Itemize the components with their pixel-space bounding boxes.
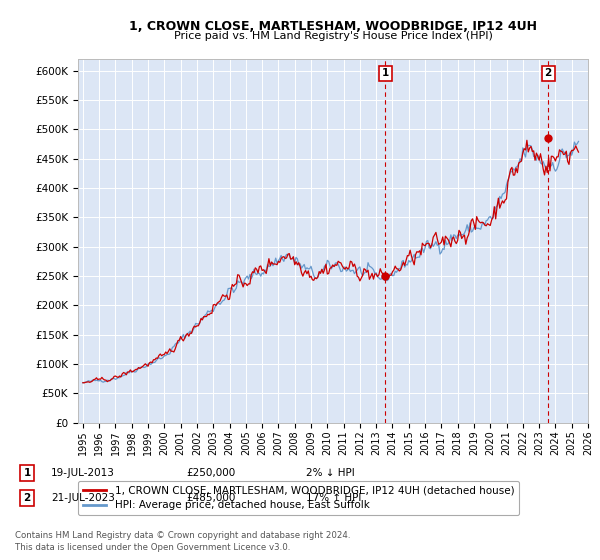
Legend: 1, CROWN CLOSE, MARTLESHAM, WOODBRIDGE, IP12 4UH (detached house), HPI: Average : 1, CROWN CLOSE, MARTLESHAM, WOODBRIDGE, … <box>78 481 520 515</box>
Text: £485,000: £485,000 <box>186 493 235 503</box>
Text: Contains HM Land Registry data © Crown copyright and database right 2024.
This d: Contains HM Land Registry data © Crown c… <box>15 531 350 552</box>
Text: 19-JUL-2013: 19-JUL-2013 <box>51 468 115 478</box>
Text: 2: 2 <box>23 493 31 503</box>
Text: 21-JUL-2023: 21-JUL-2023 <box>51 493 115 503</box>
Text: £250,000: £250,000 <box>186 468 235 478</box>
Text: 2: 2 <box>544 68 552 78</box>
Text: 1: 1 <box>23 468 31 478</box>
Text: 1: 1 <box>382 68 389 78</box>
Text: 2% ↓ HPI: 2% ↓ HPI <box>306 468 355 478</box>
Text: 1, CROWN CLOSE, MARTLESHAM, WOODBRIDGE, IP12 4UH: 1, CROWN CLOSE, MARTLESHAM, WOODBRIDGE, … <box>129 20 537 32</box>
Text: Price paid vs. HM Land Registry's House Price Index (HPI): Price paid vs. HM Land Registry's House … <box>173 31 493 41</box>
Text: 17% ↑ HPI: 17% ↑ HPI <box>306 493 361 503</box>
